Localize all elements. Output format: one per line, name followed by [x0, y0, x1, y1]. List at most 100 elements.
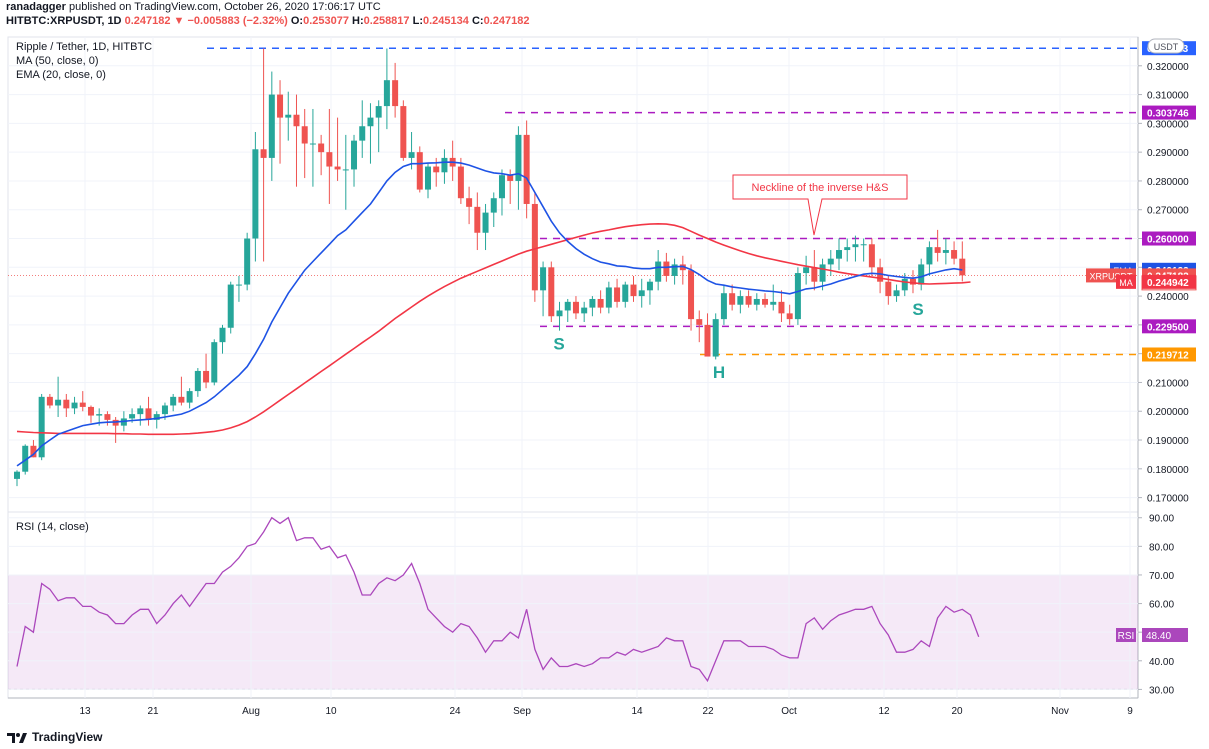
- candle-body: [153, 414, 160, 420]
- level-tag-label: 0.219712: [1147, 350, 1189, 361]
- candle-body: [745, 296, 752, 305]
- candle-body: [30, 445, 37, 458]
- candle-body: [531, 203, 538, 291]
- pattern-label: H: [713, 363, 725, 382]
- candle-body: [457, 166, 464, 199]
- price-tick-label: 0.270000: [1147, 206, 1189, 217]
- candle-body: [893, 290, 900, 297]
- price-axis-labels: 0.3261130.3037460.260000EMA0.249133XRPUS…: [1086, 41, 1197, 362]
- candle-body: [244, 238, 251, 285]
- candle-body: [803, 267, 810, 274]
- level-tag: [1142, 231, 1196, 246]
- rsi-value: 48.40: [1146, 631, 1171, 642]
- candle-body: [770, 301, 777, 305]
- footer-brand[interactable]: TradingView: [32, 730, 103, 744]
- candle-body: [375, 106, 382, 118]
- candle-body: [909, 278, 916, 285]
- price-tick-label: 0.170000: [1147, 494, 1189, 505]
- candle-body: [63, 399, 70, 409]
- price-tick-label: 0.310000: [1147, 91, 1189, 102]
- candle-body: [14, 471, 20, 479]
- level-tag: [1142, 319, 1196, 334]
- price-pane[interactable]: [7, 36, 1139, 513]
- symbol-label[interactable]: HITBTC:XRPUSDT, 1D: [6, 15, 122, 27]
- candle-body: [901, 278, 908, 291]
- candle-body: [326, 152, 333, 167]
- pattern-label: S: [553, 334, 564, 353]
- candle-body: [819, 264, 826, 282]
- candle-body: [868, 244, 875, 268]
- candle-body: [696, 319, 703, 325]
- author-name[interactable]: ranadagger: [6, 1, 66, 13]
- series-title: Ripple / Tether, 1D, HITBTC: [16, 41, 152, 53]
- candle-body: [416, 152, 423, 190]
- currency-badge[interactable]: [1147, 38, 1185, 54]
- published-text: published on TradingView.com, October 26…: [68, 1, 381, 13]
- candle-body: [688, 270, 695, 320]
- candle-body: [342, 169, 349, 171]
- candle-body: [334, 166, 341, 170]
- time-tick-label: Nov: [1051, 706, 1069, 717]
- candle-body: [433, 166, 440, 173]
- price-tag-value: 0.244942: [1147, 278, 1189, 289]
- candle-body: [383, 80, 390, 107]
- price-tick-label: 0.240000: [1147, 292, 1189, 303]
- candle-body: [441, 157, 448, 173]
- rsi-tag: [1116, 628, 1136, 642]
- side-tag: [1116, 274, 1136, 289]
- ma-legend[interactable]: MA (50, close, 0): [16, 55, 99, 67]
- rsi-legend[interactable]: RSI (14, close): [16, 521, 89, 533]
- candle-body: [951, 250, 958, 259]
- candle-body: [277, 94, 284, 118]
- time-axis-ticks: 13 21 Aug 10 24 Sep 14 22 Oct 12 20 Nov 9: [79, 706, 1133, 717]
- candle-body: [827, 258, 834, 265]
- ohlc-line: HITBTC:XRPUSDT, 1D 0.247182 ▼ −0.005883 …: [6, 14, 1196, 28]
- neckline-callout[interactable]: Neckline of the inverse H&S: [732, 174, 908, 236]
- rsi-line: [16, 516, 980, 683]
- currency-label: USDT: [1154, 42, 1179, 52]
- candle-body: [778, 301, 785, 314]
- ema-legend[interactable]: EMA (20, close, 0): [16, 69, 106, 81]
- candle-body: [55, 399, 62, 406]
- price-tick-label: 0.200000: [1147, 407, 1189, 418]
- time-tick-label: 12: [878, 706, 890, 717]
- publish-line: ranadagger published on TradingView.com,…: [6, 0, 1196, 14]
- price-change: −0.005883 (−2.32%): [187, 15, 288, 27]
- rsi-tick-label: 80.00: [1149, 542, 1174, 553]
- low-value: 0.245134: [423, 15, 469, 27]
- candle-body: [630, 284, 637, 297]
- grid: [8, 37, 1138, 698]
- time-tick-label: 10: [325, 706, 337, 717]
- candle-body: [112, 419, 119, 426]
- time-tick-label: Oct: [781, 706, 797, 717]
- rsi-tick-label: 40.00: [1149, 657, 1174, 668]
- rsi-pane[interactable]: [7, 511, 1139, 699]
- price-tick-label: 0.180000: [1147, 465, 1189, 476]
- candle-body: [959, 258, 966, 276]
- candle-body: [227, 284, 234, 328]
- candle-body: [515, 134, 522, 181]
- tradingview-logo-icon: [7, 733, 27, 743]
- last-price: 0.247182: [124, 15, 171, 27]
- candle-body: [885, 281, 892, 297]
- candle-body: [87, 406, 94, 416]
- rsi-tick-label: 60.00: [1149, 600, 1174, 611]
- side-tag-label: MA: [1119, 278, 1133, 288]
- candle-body: [523, 134, 530, 204]
- candle-body: [934, 247, 941, 253]
- time-tick-label: Aug: [242, 706, 260, 717]
- candle-body: [466, 198, 473, 207]
- down-arrow-icon: ▼: [173, 15, 185, 27]
- price-tick-label: 0.300000: [1147, 119, 1189, 130]
- candle-body: [186, 391, 193, 403]
- price-chart[interactable]: 0.170000 0.180000 0.190000 0.200000 0.210000…: [0, 30, 1209, 720]
- candle-body: [46, 396, 53, 406]
- rsi-tick-label: 70.00: [1149, 571, 1174, 582]
- rsi-tick-label: 30.00: [1149, 685, 1174, 696]
- time-tick-label: Sep: [513, 706, 531, 717]
- ma-line: [16, 222, 971, 436]
- candle-body: [589, 298, 596, 308]
- candle-body: [137, 408, 144, 415]
- candle-body: [170, 396, 177, 406]
- level-tag-label: 0.229500: [1147, 322, 1189, 333]
